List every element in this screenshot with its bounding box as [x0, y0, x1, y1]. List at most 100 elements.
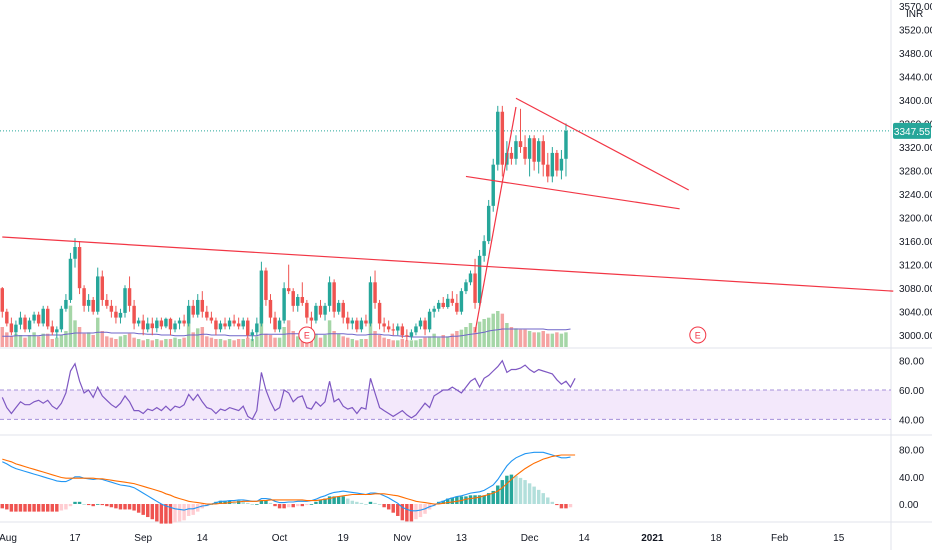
volume-bar: [282, 327, 286, 347]
candle-body: [364, 320, 368, 324]
candle-body: [323, 305, 327, 315]
volume-bar: [241, 339, 245, 347]
macd-histogram-bar: [186, 504, 191, 516]
price-tick-label: 3080.00: [899, 284, 932, 295]
macd-histogram-bar: [146, 504, 150, 518]
macd-histogram-bar: [509, 474, 514, 504]
volume-bar: [359, 339, 364, 347]
macd-histogram-bar: [450, 497, 455, 504]
candle-body: [368, 282, 373, 324]
candle-body: [373, 282, 377, 303]
macd-histogram-bar: [564, 504, 568, 509]
volume-bar: [68, 305, 73, 347]
volume-bar: [218, 339, 223, 347]
candle-body: [309, 317, 314, 321]
price-tick-label: 3160.00: [899, 237, 932, 248]
volume-bar: [386, 339, 391, 347]
macd-histogram-bar: [446, 498, 450, 504]
macd-histogram-bar: [177, 504, 182, 522]
macd-histogram-bar: [368, 501, 373, 504]
candle-body: [355, 320, 359, 330]
volume-ma-line: [2, 328, 571, 338]
macd-histogram-bar: [164, 504, 168, 524]
volume-bar: [496, 311, 500, 347]
volume-bar: [109, 337, 114, 347]
macd-histogram-bar: [50, 504, 55, 512]
volume-bar: [0, 327, 5, 347]
macd-tick-label: 80.00: [899, 446, 924, 457]
candle-body: [123, 288, 127, 313]
macd-histogram-bar: [350, 500, 355, 504]
volume-bar: [296, 336, 300, 347]
candle-body: [491, 164, 495, 206]
macd-histogram-bar: [296, 504, 300, 507]
price-tick-label: 3400.00: [899, 96, 932, 107]
candle-body: [386, 326, 391, 330]
candle-body: [350, 320, 355, 324]
macd-histogram-bar: [59, 504, 64, 511]
volume-bar: [314, 333, 318, 347]
macd-histogram-bar: [14, 504, 18, 512]
volume-bar: [355, 340, 359, 347]
volume-bar: [414, 340, 418, 347]
candle-body: [282, 288, 286, 321]
volume-bar: [223, 340, 227, 347]
candle-body: [182, 320, 186, 324]
time-tick-label: 2021: [641, 533, 664, 544]
macd-histogram-bar: [64, 504, 68, 510]
candle-body: [205, 311, 209, 318]
candle-body: [296, 297, 300, 306]
candle-body: [459, 291, 464, 312]
volume-bar: [482, 319, 486, 347]
candle-body: [59, 308, 64, 330]
macd-histogram-bar: [273, 504, 277, 507]
macd-histogram-bar: [496, 485, 500, 504]
candle-body: [223, 323, 227, 327]
macd-histogram-bar: [100, 504, 105, 506]
macd-histogram-bar: [223, 500, 227, 504]
macd-histogram-bar: [127, 504, 132, 510]
volume-bar: [418, 339, 423, 347]
volume-bar: [236, 339, 241, 347]
candle-body: [559, 158, 564, 171]
candle-body: [468, 273, 473, 283]
volume-bar: [214, 339, 218, 347]
volume-bar: [555, 332, 559, 347]
volume-bar: [391, 340, 395, 347]
candle-body: [218, 323, 223, 330]
macd-histogram-bar: [155, 504, 159, 522]
macd-histogram-bar: [391, 504, 395, 513]
volume-bar: [164, 339, 168, 347]
macd-histogram-bar: [568, 504, 573, 508]
volume-bar: [336, 333, 341, 347]
candle-body: [236, 323, 241, 327]
candle-body: [486, 205, 491, 242]
macd-histogram-bar: [364, 504, 368, 505]
volume-bar: [50, 339, 55, 347]
volume-bar: [91, 335, 95, 347]
volume-bar: [409, 340, 414, 347]
candle-body: [155, 320, 159, 329]
macd-histogram-bar: [159, 504, 164, 524]
volume-bar: [168, 339, 173, 347]
macd-histogram-bar: [173, 504, 177, 523]
candle-body: [36, 314, 41, 324]
time-tick-label: Oct: [272, 533, 288, 544]
macd-histogram-bar: [9, 504, 14, 512]
macd-histogram-bar: [218, 500, 223, 504]
time-tick-label: 14: [197, 533, 209, 544]
volume-bar: [341, 336, 345, 347]
macd-histogram-bar: [550, 501, 555, 504]
candle-body: [118, 312, 123, 318]
candle-body: [391, 329, 395, 331]
macd-histogram-bar: [18, 504, 23, 512]
time-tick-label: Aug: [0, 533, 17, 544]
macd-histogram-bar: [468, 495, 473, 504]
time-tick-label: 13: [456, 533, 468, 544]
macd-histogram-bar: [482, 495, 486, 504]
macd-histogram-bar: [314, 501, 318, 504]
volume-bar: [259, 307, 264, 347]
candle-body: [68, 258, 73, 300]
